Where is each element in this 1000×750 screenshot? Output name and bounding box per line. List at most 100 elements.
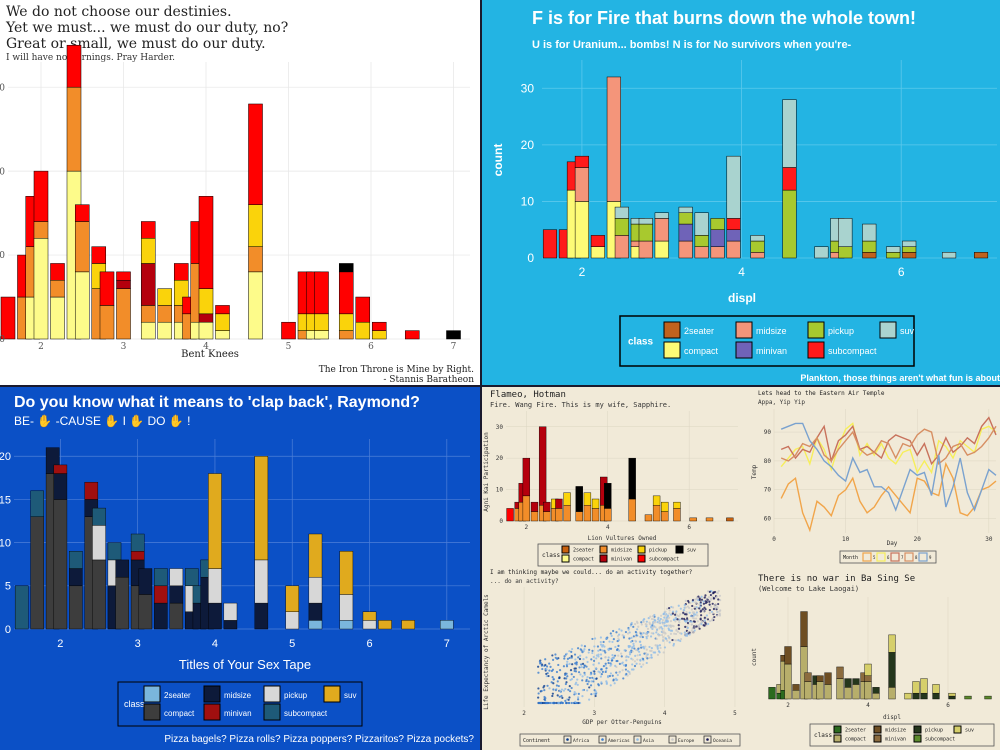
av3-point (632, 644, 635, 648)
av3-point (715, 591, 719, 594)
av3-point (600, 681, 603, 684)
av3-point (652, 621, 655, 624)
av3-point (570, 650, 573, 653)
panel-got: We do not choose our destinies. Yet we m… (0, 0, 480, 385)
av3-point (552, 682, 555, 685)
av3-point (597, 662, 601, 665)
got-bar-pickup (140, 238, 156, 264)
av3-point (624, 668, 628, 671)
av3-point (698, 623, 702, 626)
av3-point (672, 644, 675, 647)
av3-point (572, 675, 575, 679)
av3-point (563, 677, 566, 680)
av3-point (595, 677, 598, 680)
av3-point (612, 656, 615, 660)
av3-point (671, 638, 674, 642)
av3-point (710, 619, 714, 622)
av1-bar-midsize (705, 517, 714, 522)
brook-bar-compact (69, 585, 83, 630)
av3-point (615, 659, 618, 663)
av3-point (555, 701, 558, 705)
av3-point (578, 657, 582, 661)
av1-bar-pickup (591, 498, 600, 509)
av3-point (547, 674, 550, 678)
av3-point (684, 606, 687, 609)
brook-caption: Pizza bagels? Pizza rolls? Pizza poppers… (164, 734, 474, 745)
av3-point (620, 629, 623, 632)
av3-point (665, 620, 668, 624)
fire-legend-key-pickup (807, 321, 825, 339)
av3-point (593, 637, 597, 640)
av3-point (691, 604, 694, 608)
av3-point (537, 665, 540, 668)
av3-point (558, 690, 561, 693)
av4-bar-minivan (836, 666, 844, 679)
got-bar-subcompact (355, 296, 371, 323)
av4-bar-suv (888, 634, 896, 653)
av1-bar-minivan (538, 426, 547, 506)
av3-point (605, 667, 608, 670)
av3-point (583, 673, 586, 676)
brook-legend-title: class (124, 699, 145, 709)
av3-point (593, 670, 596, 673)
got-title-3: Great or small, we must do our duty. (6, 36, 266, 52)
got-bar-pickup (355, 321, 371, 340)
fire-legend-key-suv (879, 321, 897, 339)
av3-point (613, 682, 616, 685)
av3-point (704, 601, 707, 605)
brook-bar-suv (339, 551, 354, 595)
av3-legend-dot (671, 738, 674, 741)
av3-point (579, 654, 582, 657)
brook-bar-subcompact (30, 490, 44, 517)
got-bar-compact (248, 271, 263, 340)
av3-point (625, 672, 628, 676)
av3-point (608, 640, 611, 643)
av3-point (651, 626, 654, 629)
brook-bar-midsize (223, 620, 238, 630)
brook-bar-compact (92, 559, 106, 630)
got-bar-subcompact (66, 44, 82, 88)
av3-point (707, 595, 711, 599)
av3-point (666, 607, 669, 610)
brook-bar-pickup (208, 568, 222, 604)
av3-point (677, 614, 680, 618)
av3-point (702, 600, 705, 603)
av3-point (583, 664, 586, 667)
av3-point (578, 666, 581, 669)
av3-point (653, 613, 656, 617)
av3-legend-label: Europe (678, 738, 695, 744)
av3-point (566, 675, 569, 678)
av2-series-line-9 (780, 422, 997, 512)
av3-point (575, 661, 578, 664)
av3-point (545, 675, 548, 678)
fire-legend-title: class (628, 337, 653, 348)
av1-bar-pickup (563, 492, 571, 506)
fire-bar-midsize (614, 235, 629, 259)
got-bar-midsize (140, 305, 156, 323)
av1-bar-pickup (673, 501, 681, 509)
av2-ytick-label: 70 (764, 487, 772, 494)
av3-point (636, 658, 639, 661)
av3-point (595, 657, 598, 660)
av3-point (639, 640, 642, 643)
av3-point (642, 632, 645, 635)
got-ytick-label: 0 (0, 335, 5, 345)
av3-point (650, 632, 653, 635)
av3-point (558, 695, 561, 698)
got-bar-midsize (50, 279, 65, 298)
av3-point (666, 614, 670, 617)
av1-bar-midsize (575, 511, 583, 522)
av3-title: I am thinking maybe we could... do an ac… (490, 569, 693, 576)
got-xtick-label: 5 (286, 342, 292, 352)
av3-point (586, 676, 589, 679)
got-bar-compact (140, 321, 156, 340)
av1-legend-key-suv (675, 545, 684, 554)
av3-point (692, 611, 696, 614)
av3-point (637, 647, 640, 650)
av3-point (558, 676, 561, 680)
av3-point (606, 676, 610, 679)
av3-point (566, 660, 569, 663)
brook-bar-pickup (362, 620, 377, 630)
av3-point (631, 658, 634, 661)
av3-point (569, 669, 573, 672)
